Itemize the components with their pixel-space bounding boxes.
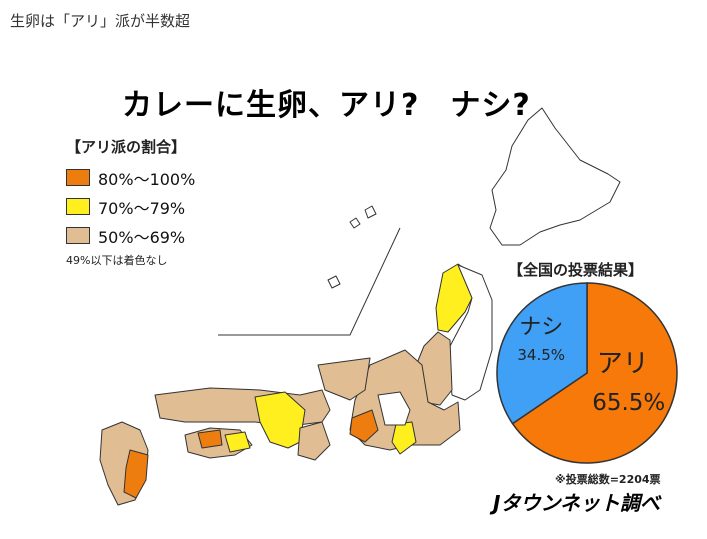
region-islands: [327, 205, 377, 289]
pie-slice: [511, 282, 678, 464]
region-kinki: [254, 391, 306, 449]
chart-title: カレーに生卵、アリ? ナシ?: [122, 88, 531, 123]
region-tohoku: [447, 264, 493, 401]
region-hokkaido: [489, 107, 621, 246]
pie-slice-value: 65.5%: [592, 390, 665, 416]
region-mie: [297, 421, 331, 461]
pie-title: 【全国の投票結果】: [508, 261, 644, 279]
region-kyushu-orange: [123, 449, 149, 499]
legend-label: 50%〜69%: [98, 227, 186, 247]
legend-label: 80%〜100%: [98, 169, 196, 189]
legend-note: 49%以下は着色なし: [66, 254, 168, 267]
region-shikoku-yellow: [224, 431, 251, 453]
region-kanto: [377, 391, 411, 426]
pie-slice: [496, 282, 588, 425]
legend-swatch: [66, 198, 90, 215]
pie-slice-label: ナシ: [519, 315, 563, 340]
pie-slice-value: 34.5%: [517, 346, 565, 364]
pie-slice-label: アリ: [597, 349, 649, 379]
region-shikoku-orange: [197, 429, 223, 449]
pie-chart: アリ 65.5% ナシ 34.5%: [496, 282, 678, 464]
inset-divider: [218, 227, 401, 336]
infographic: カレーに生卵、アリ? ナシ? 【アリ派の割合】 80%〜100% 70%〜79%…: [60, 50, 700, 535]
region-niigata: [317, 357, 371, 401]
legend-swatch: [66, 227, 90, 244]
legend-label: 70%〜79%: [98, 198, 186, 218]
vote-total-note: ※投票総数=2204票: [555, 473, 661, 486]
legend-item: 70%〜79%: [66, 192, 195, 221]
legend: 【アリ派の割合】 80%〜100% 70%〜79% 50%〜69% 49%以下は…: [66, 136, 195, 268]
legend-item: 80%〜100%: [66, 163, 195, 192]
legend-item: 50%〜69%: [66, 221, 195, 250]
region-chiba: [391, 421, 417, 455]
page-caption: 生卵は「アリ」派が半数超: [10, 12, 191, 30]
japan-map: [99, 107, 621, 506]
legend-title: 【アリ派の割合】: [66, 138, 187, 156]
region-shizuoka: [349, 409, 379, 443]
legend-swatch: [66, 169, 90, 186]
source-logo: Jタウンネット調べ: [493, 491, 661, 515]
